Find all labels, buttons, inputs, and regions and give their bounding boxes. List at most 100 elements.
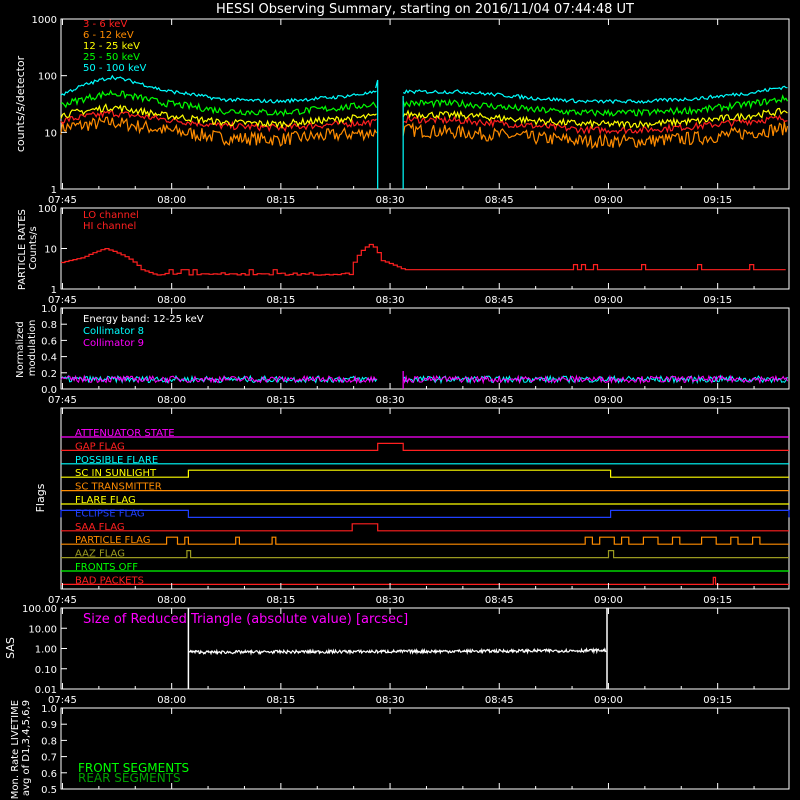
flag-label: AAZ FLAG bbox=[75, 549, 125, 560]
gap-edge-left bbox=[375, 79, 379, 189]
legend-label-0: 3 - 6 keV bbox=[83, 19, 127, 30]
legend-label-4: 50 - 100 keV bbox=[83, 63, 147, 74]
panel-livetime: Mon. Rate LIVETIME avg of D1,3,4,5,6,9 0… bbox=[10, 697, 790, 799]
flag-label: GAP FLAG bbox=[75, 441, 125, 452]
x-tick-label: 08:45 bbox=[485, 595, 514, 606]
sas-triangle-trace bbox=[187, 647, 607, 656]
flag-row-attenuator-state: ATTENUATOR STATE bbox=[61, 428, 789, 439]
y-tick-label: 1.0 bbox=[41, 304, 57, 315]
energy-band-annotation: Energy band: 12-25 keV bbox=[83, 314, 204, 325]
modulation-series-group bbox=[60, 371, 788, 389]
y-axis-label-line-2: avg of D1,3,4,5,6,9 bbox=[21, 700, 32, 796]
x-tick-label: 09:15 bbox=[703, 395, 732, 406]
legend-label-1: Collimator 9 bbox=[83, 338, 144, 349]
flag-label: FLARE FLAG bbox=[75, 495, 136, 506]
y-tick-label: 0.10 bbox=[35, 665, 57, 676]
x-tick-label: 08:15 bbox=[266, 195, 295, 206]
legend-label-0: LO channel bbox=[83, 210, 139, 221]
flag-label: SC IN SUNLIGHT bbox=[75, 468, 157, 479]
series-line-6-12-kev bbox=[60, 116, 378, 147]
x-tick-label: 09:00 bbox=[594, 595, 623, 606]
x-tick-label: 08:30 bbox=[376, 395, 405, 406]
flag-label: SC TRANSMITTER bbox=[75, 482, 162, 493]
series-line-50-100-kev bbox=[60, 74, 377, 104]
flag-label: SAA FLAG bbox=[75, 522, 125, 533]
x-tick-label: 08:30 bbox=[376, 595, 405, 606]
x-tick-label: 08:45 bbox=[485, 195, 514, 206]
flag-trace bbox=[61, 442, 789, 451]
flag-trace bbox=[61, 523, 789, 532]
x-tick-label: 07:45 bbox=[48, 195, 77, 206]
x-tick-label: 08:00 bbox=[157, 195, 186, 206]
y-axis-label-line-2: Counts/s bbox=[28, 226, 39, 270]
x-tick-label: 08:15 bbox=[266, 295, 295, 306]
y-tick-label: 1 bbox=[51, 185, 57, 196]
x-tick-label: 08:15 bbox=[266, 595, 295, 606]
x-tick-label: 08:45 bbox=[485, 695, 514, 706]
y-axis-label-line-1: Mon. Rate LIVETIME bbox=[10, 700, 21, 799]
y-tick-label: 0.9 bbox=[41, 720, 57, 731]
flag-row-particle-flag: PARTICLE FLAG bbox=[61, 535, 789, 546]
x-tick-label: 09:00 bbox=[594, 195, 623, 206]
count-rates-series-group bbox=[60, 74, 789, 189]
y-axis-label-line-1: Normalized bbox=[15, 321, 26, 378]
legend-label-0: FRONT SEGMENTS bbox=[78, 761, 189, 775]
flag-row-saa-flag: SAA FLAG bbox=[61, 522, 789, 533]
y-tick-label: 1.00 bbox=[35, 645, 57, 656]
panel-sas: SAS Size of Reduced Triangle (absolute v… bbox=[4, 604, 790, 706]
flag-row-aaz-flag: AAZ FLAG bbox=[61, 549, 789, 560]
legend-label-1: REAR SEGMENTS bbox=[78, 771, 181, 785]
panel-count-rates: counts/s/detector 07:45 08:00 08:15 08:30 08… bbox=[14, 15, 790, 206]
series-line-12-25-kev bbox=[402, 107, 788, 130]
y-tick-label: 1000 bbox=[32, 15, 57, 26]
legend-label-0: Collimator 8 bbox=[83, 326, 144, 337]
x-tick-label: 09:15 bbox=[703, 295, 732, 306]
panel-flags: Flags ATTENUATOR STATE GAP FLAG POSSIBLE F… bbox=[34, 407, 790, 606]
panel-frame bbox=[60, 707, 790, 790]
x-tick-label: 08:30 bbox=[376, 295, 405, 306]
flag-row-eclipse-flag: ECLIPSE FLAG bbox=[60, 508, 790, 519]
flag-trace bbox=[61, 469, 789, 478]
sas-series-group bbox=[187, 608, 608, 689]
y-axis-label-line-2: modulation bbox=[27, 320, 38, 377]
x-tick-label: 08:00 bbox=[157, 695, 186, 706]
flag-row-flare-flag: FLARE FLAG bbox=[61, 495, 789, 506]
x-tick-label: 09:00 bbox=[594, 695, 623, 706]
flag-label: ECLIPSE FLAG bbox=[75, 508, 145, 519]
legend-label-1: 6 - 12 keV bbox=[83, 30, 134, 41]
x-tick-label: 09:00 bbox=[594, 395, 623, 406]
y-tick-label: 0.01 bbox=[35, 685, 57, 696]
particle-axes: 07:45 08:00 08:15 08:30 08:45 09:00 09:15 1 10 10… bbox=[38, 204, 755, 306]
figure-title: HESSI Observing Summary, starting on 201… bbox=[216, 2, 634, 17]
livetime-axes: 0.5 0.6 0.7 0.8 0.9 1.0 bbox=[41, 704, 755, 796]
series-line-25-50-kev bbox=[402, 94, 789, 117]
x-tick-label: 08:15 bbox=[266, 695, 295, 706]
y-axis-label: counts/s/detector bbox=[14, 55, 27, 152]
flag-trace bbox=[61, 536, 789, 545]
panel-frame bbox=[60, 407, 790, 590]
x-tick-label: 08:45 bbox=[485, 395, 514, 406]
particle-series-group bbox=[61, 243, 786, 276]
x-tick-label: 07:45 bbox=[48, 595, 77, 606]
flag-rows: ATTENUATOR STATE GAP FLAG POSSIBLE FLARE SC… bbox=[60, 428, 790, 586]
x-tick-label: 08:00 bbox=[157, 295, 186, 306]
y-tick-label: 0.4 bbox=[41, 353, 57, 364]
panel-frame bbox=[60, 307, 790, 390]
series-line-3-6-kev bbox=[60, 109, 377, 133]
y-tick-label: 100 bbox=[38, 72, 57, 83]
y-tick-label: 0.8 bbox=[41, 320, 57, 331]
flag-row-sc-in-sunlight: SC IN SUNLIGHT bbox=[61, 468, 789, 479]
x-tick-label: 08:15 bbox=[266, 395, 295, 406]
flag-trace bbox=[61, 550, 789, 559]
series-line-6-12-kev bbox=[402, 121, 789, 150]
panel-modulation: Normalized modulation Energy band: 12-25… bbox=[15, 304, 790, 406]
y-axis-label: Mon. Rate LIVETIME avg of D1,3,4,5,6,9 bbox=[10, 697, 32, 799]
x-tick-label: 08:45 bbox=[485, 295, 514, 306]
x-tick-label: 08:00 bbox=[157, 395, 186, 406]
count-rates-axes: 07:45 08:00 08:15 08:30 08:45 09:00 09:15 1 10 10… bbox=[32, 15, 755, 206]
flag-row-bad-packets: BAD PACKETS bbox=[61, 575, 789, 586]
